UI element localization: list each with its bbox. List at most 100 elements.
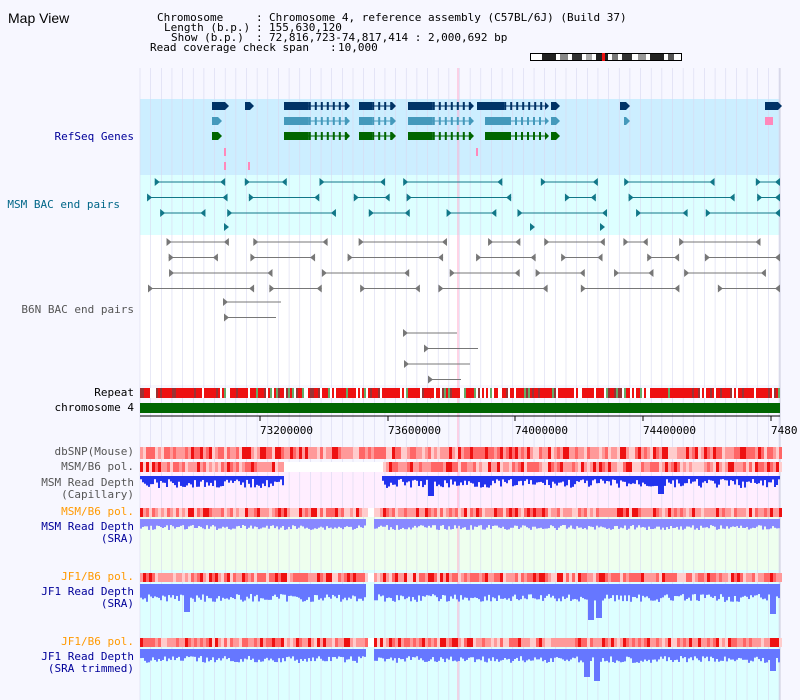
repeat-segment — [584, 388, 586, 398]
msm-bac-pair-end — [517, 209, 523, 217]
b6n-bac-pair-end — [648, 269, 654, 277]
jf1-sra-depth-bar — [560, 584, 562, 602]
repeat-segment — [242, 388, 244, 398]
msm-sra-depth-bar — [528, 519, 530, 529]
jf1-sra-depth-bar — [662, 584, 664, 598]
msm-sra-depth-bar — [158, 519, 160, 527]
jf1-sra-depth-bar — [526, 584, 528, 600]
msm-pol-cell — [506, 462, 509, 472]
jf1-trim-depth-bar — [398, 649, 400, 658]
msm-sra-pol-cell — [185, 508, 188, 517]
jf1-trim-depth-bar — [340, 649, 342, 657]
msm-sra-depth-bar — [526, 519, 528, 528]
msm-sra-depth-bar — [220, 519, 222, 529]
repeat-segment — [546, 388, 548, 398]
msm-sra-depth-bar — [756, 519, 758, 527]
repeat-segment — [398, 388, 400, 398]
msm-pol-cell — [296, 462, 299, 472]
dbsnp-cell — [500, 447, 503, 459]
jf1-trim-depth-bar — [416, 649, 418, 657]
jf1-pol-cell — [689, 573, 692, 582]
jf1-pol-cell — [707, 573, 710, 582]
jf1-trim-pol-cell — [143, 638, 146, 647]
gene-exon — [384, 102, 387, 110]
jf1-pol-cell — [668, 573, 671, 582]
msm-sra-pol-cell — [428, 508, 431, 517]
jf1-trim-depth-bar — [228, 649, 230, 659]
repeat-segment — [400, 388, 402, 398]
jf1-pol-cell — [362, 573, 365, 582]
dbsnp-cell — [737, 447, 740, 459]
jf1-pol-cell — [221, 573, 224, 582]
msm-sra-depth-bar — [672, 519, 674, 529]
capillary-depth-bar — [230, 476, 232, 481]
jf1-pol-cell — [158, 573, 161, 582]
msm-pol-cell — [602, 462, 605, 472]
jf1-trim-pol-cell — [596, 638, 599, 647]
msm-pol-cell — [470, 462, 473, 472]
msm-sra-pol-cell — [575, 508, 578, 517]
msm-sra-depth-bar — [432, 519, 434, 526]
jf1-trim-depth-bar — [404, 649, 406, 662]
msm-sra-pol-cell — [476, 508, 479, 517]
ideogram-band — [542, 53, 556, 61]
axis-tick-label: 73200000 — [260, 424, 313, 437]
dbsnp-cell — [377, 447, 380, 459]
msm-sra-pol-cell — [146, 508, 149, 517]
jf1-sra-depth-bar — [324, 584, 326, 598]
msm-sra-pol-cell — [362, 508, 365, 517]
jf1-pol-cell — [248, 573, 251, 582]
repeat-segment — [720, 388, 722, 398]
jf1-pol-cell — [359, 573, 362, 582]
jf1-trim-pol-cell — [284, 638, 287, 647]
jf1-trim-pol-cell — [428, 638, 431, 647]
jf1-sra-depth-bar — [448, 584, 450, 602]
msm-sra-depth-bar — [652, 519, 654, 530]
jf1-trim-pol-cell — [161, 638, 164, 647]
jf1-trim-depth-bar — [306, 649, 308, 662]
repeat-segment — [686, 388, 688, 398]
repeat-segment — [354, 388, 356, 398]
jf1-trim-depth-bar — [276, 649, 278, 663]
track-label: MSM/B6 pol. — [61, 460, 134, 473]
show-value: 72,816,723-74,817,414 : 2,000,692 bp — [269, 31, 508, 44]
jf1-sra-depth-bar — [144, 584, 146, 599]
jf1-sra-depth-bar — [690, 584, 692, 601]
capillary-depth-bar — [662, 476, 664, 494]
msm-pol-cell — [269, 462, 272, 472]
jf1-sra-depth-bar — [604, 584, 606, 599]
jf1-pol-cell — [512, 573, 515, 582]
jf1-trim-depth-bar — [478, 649, 480, 660]
msm-bac-pair-end — [244, 178, 250, 186]
jf1-sra-depth-bar — [240, 584, 242, 600]
jf1-pol-cell — [308, 573, 311, 582]
repeat-segment — [300, 388, 302, 398]
dbsnp-cell — [668, 447, 671, 459]
msm-pol-cell — [200, 462, 203, 472]
jf1-trim-pol-cell — [680, 638, 683, 647]
gene-exon — [450, 117, 453, 125]
chromosome-ideogram[interactable] — [530, 53, 682, 61]
track-label: JF1 Read Depth (SRA) — [41, 585, 134, 610]
msm-sra-pol-cell — [368, 508, 371, 517]
jf1-trim-depth-bar — [178, 649, 180, 657]
jf1-trim-depth-bar — [230, 649, 232, 662]
capillary-depth-bar — [242, 476, 244, 483]
msm-pol-cell — [605, 462, 608, 472]
dbsnp-cell — [440, 447, 443, 459]
jf1-sra-depth-bar — [274, 584, 276, 595]
dbsnp-cell — [401, 447, 404, 459]
dbsnp-cell — [584, 447, 587, 459]
dbsnp-cell — [641, 447, 644, 459]
capillary-depth-bar — [448, 476, 450, 488]
msm-sra-depth-bar — [376, 519, 378, 529]
jf1-sra-depth-bar — [300, 584, 302, 600]
jf1-sra-depth-bar — [290, 584, 292, 596]
jf1-trim-depth-bar — [246, 649, 248, 660]
gene-exon — [326, 132, 329, 140]
jf1-trim-depth-bar — [634, 649, 636, 663]
b6n-bac-pair-end — [642, 238, 648, 246]
capillary-depth-bar — [480, 476, 482, 488]
jf1-pol-cell — [578, 573, 581, 582]
